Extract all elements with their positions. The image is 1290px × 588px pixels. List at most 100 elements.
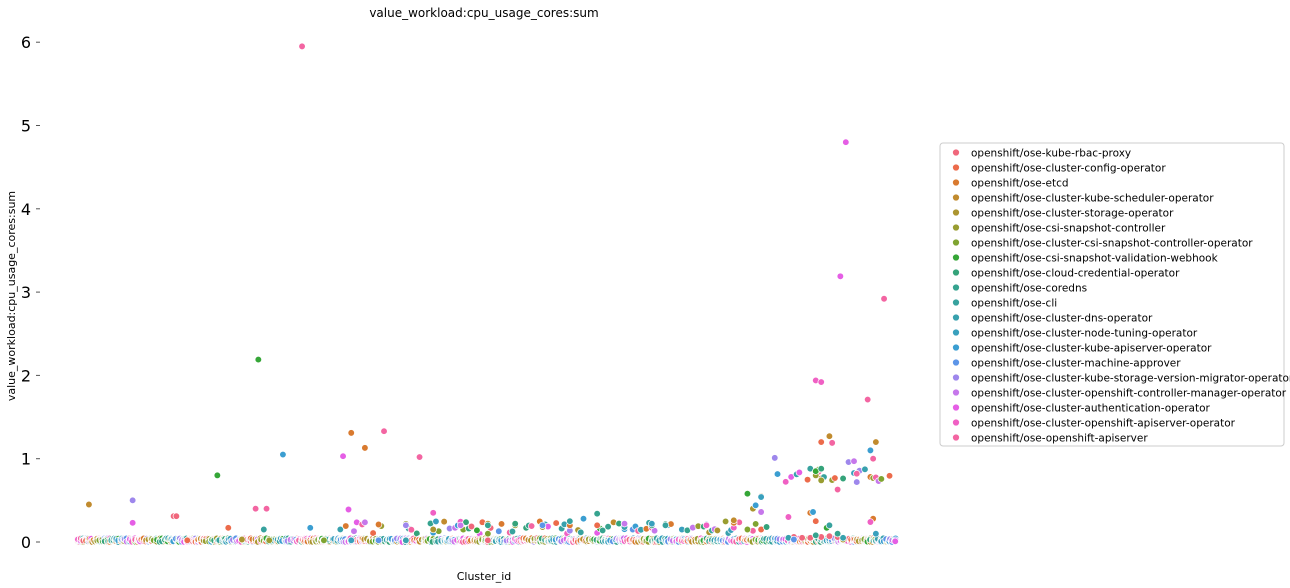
data-point xyxy=(128,496,137,505)
data-point xyxy=(782,478,790,486)
data-point xyxy=(336,525,344,534)
data-point xyxy=(713,526,722,535)
data-point xyxy=(866,518,875,526)
data-point xyxy=(648,520,656,528)
data-point xyxy=(342,522,350,530)
data-point xyxy=(773,470,782,478)
data-point xyxy=(579,515,588,523)
data-point xyxy=(407,526,416,534)
data-point xyxy=(429,525,437,534)
legend-label: openshift/ose-openshift-apiserver xyxy=(971,433,1148,445)
data-point xyxy=(380,427,388,435)
data-point xyxy=(825,532,834,540)
data-point xyxy=(853,478,861,486)
data-point xyxy=(853,470,861,478)
data-point xyxy=(238,535,246,544)
legend-marker xyxy=(952,373,960,382)
y-tick-label: 0 xyxy=(21,533,31,552)
data-point xyxy=(361,518,369,526)
data-point xyxy=(817,476,825,485)
data-point xyxy=(891,537,899,545)
data-point xyxy=(473,526,481,534)
legend-marker xyxy=(952,328,960,337)
y-axis: 0 1 2 3 4 5 6 xyxy=(21,33,40,552)
data-point xyxy=(825,432,834,440)
legend-marker xyxy=(952,358,960,367)
legend-label: openshift/ose-cluster-machine-approver xyxy=(971,358,1181,370)
data-point xyxy=(347,429,355,437)
y-tick-label: 3 xyxy=(21,283,31,302)
data-point xyxy=(402,521,410,529)
data-point xyxy=(593,521,601,529)
data-point xyxy=(752,520,760,528)
data-point xyxy=(350,527,358,535)
data-point xyxy=(757,508,765,516)
data-point xyxy=(885,472,894,480)
data-point xyxy=(183,536,191,544)
y-tick-label: 4 xyxy=(21,200,31,219)
data-point xyxy=(128,519,137,527)
data-point xyxy=(817,465,825,473)
legend-label: openshift/ose-etcd xyxy=(971,178,1069,190)
legend-label: openshift/ose-cluster-kube-apiserver-ope… xyxy=(971,343,1212,355)
legend-label: openshift/ose-cli xyxy=(971,298,1057,310)
data-point xyxy=(224,524,232,532)
legend-label: openshift/ose-cluster-authentication-ope… xyxy=(971,403,1211,415)
legend-marker xyxy=(952,433,960,442)
data-point xyxy=(320,536,328,544)
data-point xyxy=(467,522,476,531)
data-point xyxy=(347,536,355,544)
data-point xyxy=(484,536,492,544)
data-point xyxy=(825,521,834,529)
legend-marker xyxy=(952,148,960,157)
data-point xyxy=(254,355,262,364)
data-point xyxy=(872,530,880,538)
legend-marker xyxy=(952,388,960,397)
data-point xyxy=(842,138,850,146)
data-point xyxy=(833,485,842,494)
data-point xyxy=(817,378,825,386)
data-point xyxy=(743,525,752,534)
data-point xyxy=(795,468,804,477)
data-point xyxy=(620,520,629,528)
data-point xyxy=(566,517,574,525)
legend-marker xyxy=(952,193,960,202)
data-point xyxy=(839,534,847,542)
legend-label: openshift/ose-cluster-openshift-apiserve… xyxy=(971,418,1236,430)
data-point xyxy=(762,523,771,531)
data-point xyxy=(861,465,869,473)
data-point xyxy=(511,520,519,528)
data-point xyxy=(803,475,812,484)
data-point xyxy=(415,453,424,461)
data-point xyxy=(279,450,287,459)
legend-label: openshift/ose-cluster-kube-scheduler-ope… xyxy=(971,193,1214,205)
data-point xyxy=(866,446,875,455)
data-point xyxy=(527,522,536,530)
data-point xyxy=(484,521,492,529)
legend-marker xyxy=(952,208,960,217)
data-point xyxy=(462,518,470,526)
legend-marker xyxy=(952,403,960,412)
data-point xyxy=(456,521,465,529)
legend-label: openshift/ose-kube-rbac-proxy xyxy=(971,148,1131,160)
legend-marker xyxy=(952,298,960,307)
data-point xyxy=(661,521,670,529)
data-point xyxy=(812,517,820,525)
data-point xyxy=(809,508,817,516)
data-point xyxy=(440,517,448,526)
data-point xyxy=(361,444,369,452)
data-point xyxy=(213,471,222,480)
data-point xyxy=(757,493,765,501)
legend-label: openshift/ose-cluster-openshift-controll… xyxy=(971,388,1287,400)
y-axis-label: value_workload:cpu_usage_cores:sum xyxy=(5,191,18,401)
y-tick-label: 5 xyxy=(21,117,31,136)
data-point xyxy=(790,535,798,544)
legend-label: openshift/ose-cloud-credential-operator xyxy=(971,268,1180,280)
data-point xyxy=(374,536,383,544)
data-point xyxy=(880,295,888,303)
data-point xyxy=(306,524,314,532)
data-point xyxy=(836,272,844,280)
data-point xyxy=(730,516,738,524)
data-point xyxy=(743,490,752,498)
chart-title: value_workload:cpu_usage_cores:sum xyxy=(369,6,598,20)
